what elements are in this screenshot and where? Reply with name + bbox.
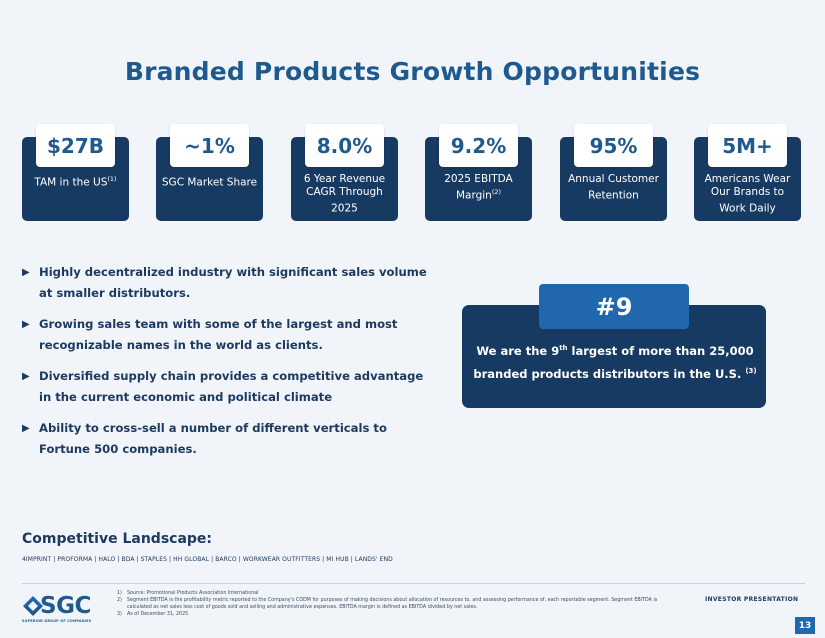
bullet-list: ▶ Highly decentralized industry with sign… [22,262,432,470]
footnote: 2) Segment EBITDA is the profitability me… [117,598,658,610]
stat-card-cagr: 8.0% 6 Year Revenue CAGR Through 2025 [291,124,398,221]
competitor-list: 4IMPRINT | PROFORMA | HALO | BDA | STAPL… [22,556,393,563]
stat-label: SGC Market Share [161,176,258,189]
logo-text: SGC [40,593,91,619]
stat-label: Americans Wear Our Brands to Work Daily [704,173,791,215]
stat-label: 6 Year Revenue CAGR Through 2025 [303,173,386,215]
stat-value: $27B [36,124,115,167]
stat-label: TAM in the US(1) [34,175,117,189]
stat-value: 8.0% [305,124,384,167]
stat-card-ebitda-margin: 9.2% 2025 EBITDA Margin(2) [425,124,532,221]
stat-card-retention: 95% Annual Customer Retention [560,124,667,221]
triangle-right-icon: ▶ [22,423,30,434]
page-number: 13 [795,617,815,634]
triangle-right-icon: ▶ [22,319,30,330]
stat-label: 2025 EBITDA Margin(2) [444,173,513,202]
bullet-item: ▶ Highly decentralized industry with sign… [22,262,432,304]
sgc-logo: SGC SUPERIOR GROUP OF COMPANIES [22,593,104,625]
stat-value: ~1% [170,124,249,167]
stat-card-market-share: ~1% SGC Market Share [156,124,263,221]
competitive-landscape-title: Competitive Landscape: [22,531,213,547]
triangle-right-icon: ▶ [22,267,30,278]
logo-subtitle: SUPERIOR GROUP OF COMPANIES [22,619,92,623]
stat-value: 9.2% [439,124,518,167]
footnote: 1) Source: Promotional Products Associati… [117,591,259,596]
logo-mark-icon [23,596,43,616]
footnotes: 1) Source: Promotional Products Associati… [117,590,662,618]
stat-label: Annual Customer Retention [568,173,659,202]
stat-card-americans: 5M+ Americans Wear Our Brands to Work Da… [694,124,801,221]
rank-badge: #9 [539,284,689,329]
investor-presentation-label: INVESTOR PRESENTATION [705,596,799,603]
stat-card-tam: $27B TAM in the US(1) [22,124,129,221]
stat-value: 95% [574,124,653,167]
footer-divider [22,583,805,584]
triangle-right-icon: ▶ [22,371,30,382]
bullet-item: ▶ Ability to cross-sell a number of diffe… [22,418,432,460]
rank-text: We are the 9th largest of more than 25,0… [473,343,757,381]
page-title: Branded Products Growth Opportunities [124,57,701,86]
stat-value: 5M+ [708,124,787,167]
footnote: 3) As of December 31, 2025 [117,612,189,617]
bullet-item: ▶ Diversified supply chain provides a com… [22,366,432,408]
bullet-item: ▶ Growing sales team with some of the lar… [22,314,432,356]
